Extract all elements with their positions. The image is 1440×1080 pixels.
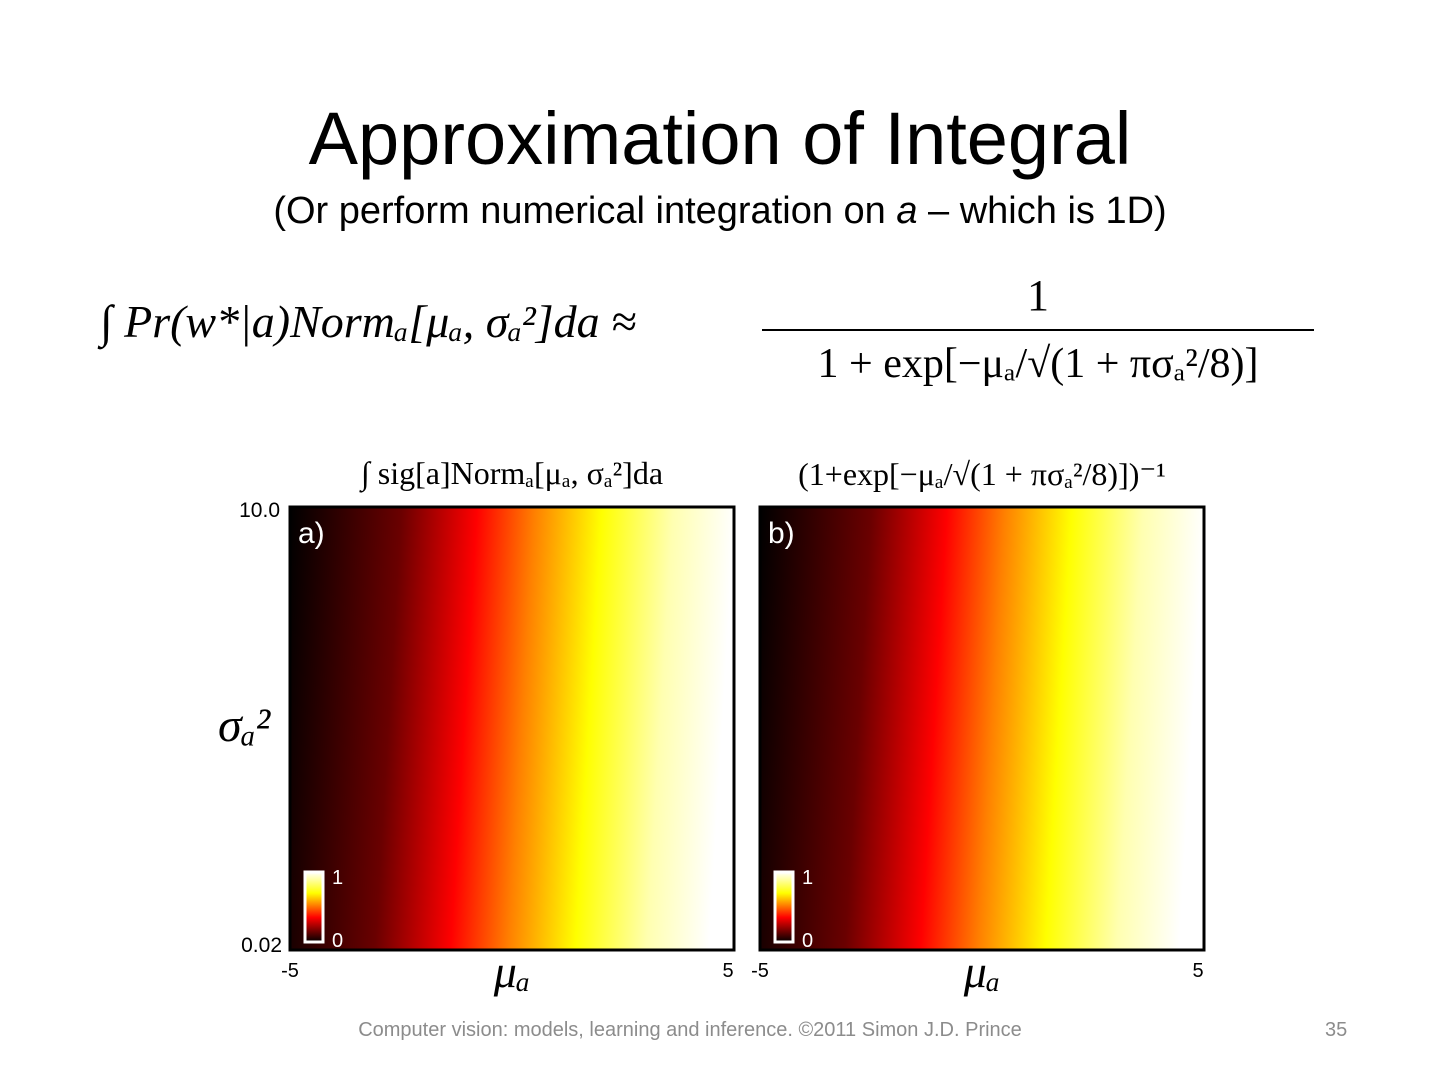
y-tick-label: 10.0 [239,499,280,522]
x-axis-label: μₐ [493,946,531,997]
colorbar-min: 0 [332,930,343,952]
subtitle-text: – which is 1D) [917,190,1167,232]
x-tick-label: 5 [1192,960,1203,982]
panel-label: a) [298,517,325,550]
equation-numerator: 1 [1027,271,1049,320]
equation-lhs: ∫ Pr(w*|a)Normₐ[μₐ, σₐ²]da ≈ [100,296,637,347]
colorbar [303,870,325,944]
panel-label: b) [768,517,795,550]
panel-title: ∫ sig[a]Normₐ[μₐ, σₐ²]da [360,455,664,491]
heatmap [288,505,736,952]
y-tick-label: 0.02 [241,934,282,957]
subtitle-italic: a [896,190,918,232]
equation-denominator: 1 + exp[−μₐ/√(1 + πσₐ²/8)] [817,341,1259,387]
heatmap [758,505,1206,952]
colorbar-min: 0 [802,930,813,952]
slide-title: Approximation of Integral [308,97,1132,180]
subtitle-text: (Or perform numerical integration on [273,190,897,232]
page-number: 35 [1325,1019,1348,1041]
y-axis-label: σₐ² [218,699,271,752]
panel-title: (1+exp[−μₐ/√(1 + πσₐ²/8)])⁻¹ [798,456,1166,492]
colorbar-max: 1 [332,867,343,889]
colorbar [773,870,795,944]
x-tick-label: -5 [281,960,299,982]
fraction-bar [762,329,1314,331]
x-tick-label: 5 [722,960,733,982]
x-axis-label: μₐ [963,946,1001,997]
colorbar-max: 1 [802,867,813,889]
x-tick-label: -5 [751,960,769,982]
footer-text: Computer vision: models, learning and in… [358,1019,1022,1041]
subtitle: (Or perform numerical integration on a –… [0,190,1440,233]
